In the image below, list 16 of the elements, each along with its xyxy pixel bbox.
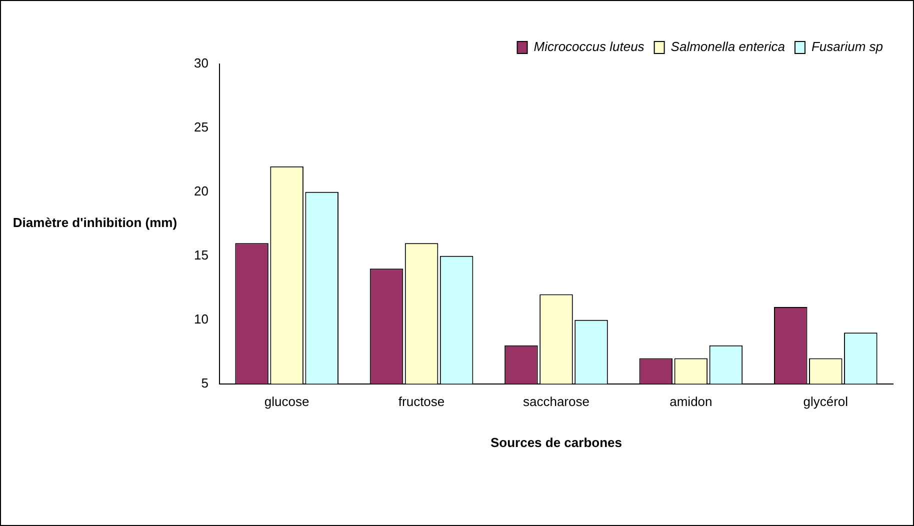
y-tick-label: 30 bbox=[194, 56, 208, 71]
x-tick-label: glycérol bbox=[803, 394, 848, 410]
x-axis-title: Sources de carbones bbox=[490, 434, 622, 450]
x-tick-label: saccharose bbox=[522, 394, 590, 410]
x-tick-label: glucose bbox=[264, 394, 310, 410]
y-axis-title: Diamètre d'inhibition (mm) bbox=[12, 215, 178, 230]
legend-label: Micrococcus luteus bbox=[534, 39, 645, 54]
legend-label: Fusarium sp bbox=[811, 39, 884, 54]
y-tick-label: 25 bbox=[194, 120, 208, 135]
y-tick-label: 20 bbox=[194, 184, 208, 198]
y-tick-label: 5 bbox=[201, 375, 208, 390]
x-tick-label: amidon bbox=[670, 394, 712, 410]
y-tick-label: 10 bbox=[194, 311, 208, 326]
y-tick-label: 15 bbox=[194, 247, 208, 262]
legend-label: Salmonella enterica bbox=[670, 39, 785, 54]
x-tick-label: fructose bbox=[398, 394, 445, 410]
